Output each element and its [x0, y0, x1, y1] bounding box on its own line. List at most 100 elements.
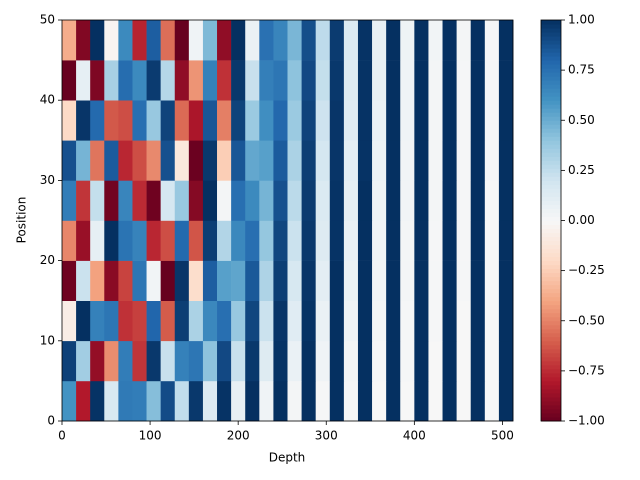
heatmap-cell	[217, 220, 232, 261]
heatmap-cell	[470, 60, 486, 101]
colorbar-tick-label: −0.25	[568, 263, 605, 277]
colorbar-tick-label: 0.50	[568, 113, 595, 127]
colorbar-segment	[541, 116, 561, 121]
heatmap-cell	[202, 140, 218, 181]
heatmap-cell	[90, 20, 105, 61]
heatmap-cell	[442, 140, 457, 181]
heatmap-cell	[273, 140, 288, 181]
heatmap-cell	[146, 140, 161, 181]
heatmap-cell	[146, 20, 161, 61]
heatmap-cell	[343, 260, 359, 301]
heatmap-cell	[245, 180, 260, 221]
colorbar-segment	[541, 284, 561, 290]
colorbar-segment	[541, 324, 561, 330]
colorbar-tick-label: 0.75	[568, 63, 595, 77]
heatmap-cell	[245, 100, 260, 141]
heatmap-cell	[90, 180, 105, 221]
heatmap-cell	[231, 260, 246, 301]
heatmap-cell	[273, 60, 288, 101]
colorbar-segment	[541, 196, 561, 201]
colorbar-segment	[541, 180, 561, 185]
x-tick-label: 400	[403, 429, 426, 443]
heatmap-cell	[372, 260, 387, 301]
heatmap-cell	[287, 300, 302, 342]
heatmap-cell	[104, 340, 119, 382]
heatmap-cell	[217, 180, 232, 221]
heatmap-cell	[372, 180, 387, 221]
heatmap-cell	[160, 60, 176, 101]
heatmap-cell	[329, 300, 345, 342]
heatmap-cell	[400, 380, 415, 422]
heatmap-cell	[329, 380, 345, 422]
heatmap-cell	[118, 220, 133, 261]
heatmap-cell	[315, 60, 331, 101]
heatmap-cell	[456, 340, 472, 382]
heatmap-cell	[301, 60, 316, 101]
heatmap-cell	[231, 380, 246, 422]
heatmap-cell	[132, 340, 147, 382]
heatmap-cell	[414, 180, 429, 221]
heatmap-cell	[76, 100, 91, 141]
heatmap-cell	[118, 180, 133, 221]
heatmap-cell	[188, 60, 204, 101]
heatmap-cell	[498, 20, 514, 61]
colorbar-segment	[541, 92, 561, 97]
heatmap-cell	[386, 20, 401, 61]
heatmap-cell	[104, 260, 119, 301]
colorbar-segment	[541, 144, 561, 149]
heatmap-cell	[62, 140, 77, 181]
x-axis-label: Depth	[269, 451, 306, 465]
colorbar-segment	[541, 368, 561, 374]
heatmap-cell	[357, 220, 373, 261]
heatmap-cell	[188, 20, 204, 61]
colorbar-segment	[541, 168, 561, 173]
heatmap-cell	[386, 300, 401, 342]
heatmap-cell	[386, 100, 401, 141]
heatmap-cell	[470, 380, 486, 422]
colorbar-segment	[541, 404, 561, 410]
colorbar-segment	[541, 352, 561, 358]
heatmap-cell	[343, 340, 359, 382]
colorbar-segment	[541, 384, 561, 390]
heatmap-cell	[301, 340, 316, 382]
heatmap-cell	[118, 340, 133, 382]
heatmap-cell	[188, 180, 204, 221]
colorbar-segment	[541, 248, 561, 254]
heatmap-cell	[287, 340, 302, 382]
heatmap-cell	[76, 340, 91, 382]
heatmap-cell	[174, 100, 190, 141]
heatmap-cell	[456, 300, 472, 342]
heatmap-cell	[62, 260, 77, 301]
colorbar-segment	[541, 96, 561, 101]
heatmap-cell	[386, 380, 401, 422]
heatmap-cell	[259, 140, 274, 181]
heatmap-cell	[118, 140, 133, 181]
heatmap-cell	[315, 340, 331, 382]
colorbar-segment	[541, 240, 561, 246]
x-tick-label: 500	[491, 429, 514, 443]
colorbar-segment	[541, 184, 561, 189]
colorbar-segment	[541, 56, 561, 61]
heatmap-cell	[428, 60, 443, 101]
heatmap-cell	[315, 300, 331, 342]
heatmap-cell	[217, 20, 232, 61]
heatmap-cell	[357, 300, 373, 342]
colorbar-segment	[541, 396, 561, 402]
heatmap-cell	[188, 220, 204, 261]
heatmap-cell	[62, 300, 77, 342]
heatmap-cell	[386, 140, 401, 181]
heatmap-cell	[62, 340, 77, 382]
heatmap-cell	[498, 220, 514, 261]
heatmap-cell	[62, 180, 77, 221]
y-tick-label: 10	[40, 333, 55, 347]
colorbar-segment	[541, 124, 561, 129]
colorbar-segment	[541, 140, 561, 145]
heatmap-cell	[259, 180, 274, 221]
colorbar-segment	[541, 72, 561, 77]
heatmap-cell	[372, 140, 387, 181]
heatmap-cell	[273, 300, 288, 342]
heatmap-cell	[132, 140, 147, 181]
heatmap-cell	[76, 260, 91, 301]
heatmap-cell	[90, 340, 105, 382]
colorbar-segment	[541, 236, 561, 242]
